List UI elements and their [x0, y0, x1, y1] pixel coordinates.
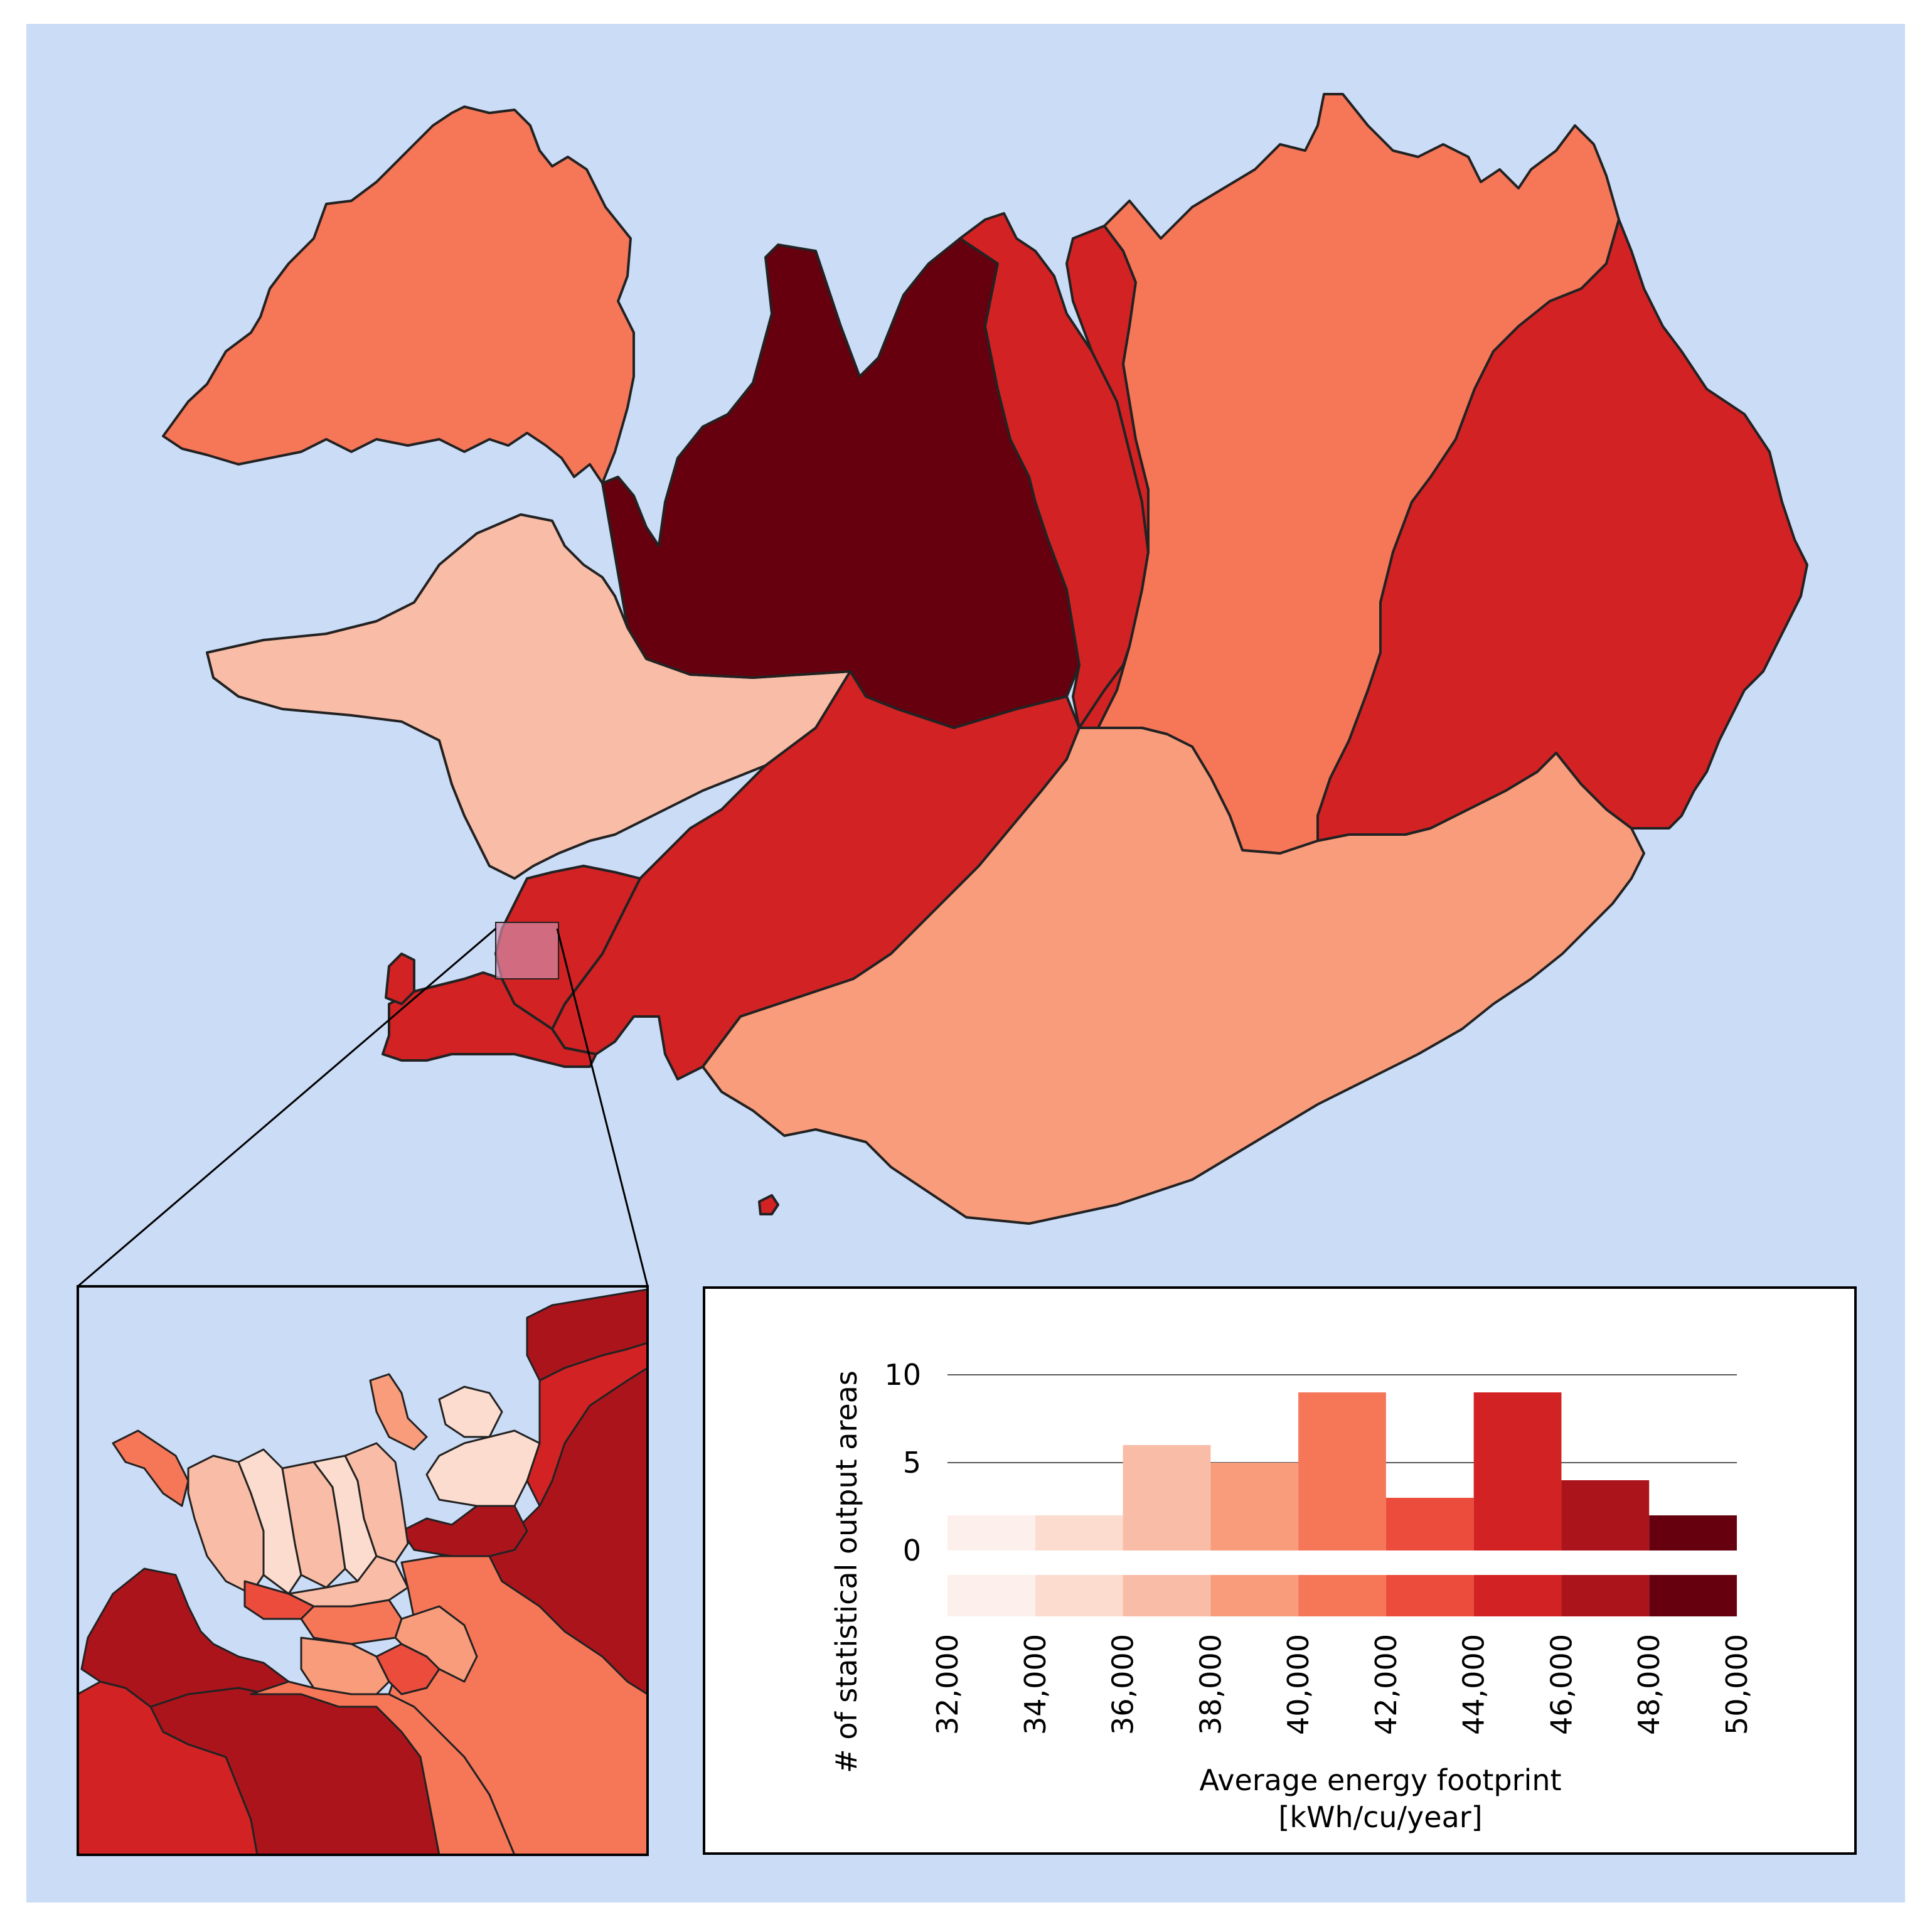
inset-region-lower-3	[394, 1605, 478, 1683]
x-tick-label: 44,000	[1457, 1634, 1491, 1735]
y-tick-label: 10	[884, 1358, 921, 1392]
histogram-colorbar	[947, 1575, 1737, 1616]
y-tick-label: 5	[903, 1446, 921, 1480]
x-tick-label: 42,000	[1369, 1634, 1403, 1735]
inset-region-lower-1	[300, 1636, 390, 1695]
histogram-y-tick-labels: 0 5 10	[884, 1358, 921, 1567]
x-tick-label: 32,000	[931, 1634, 964, 1735]
region-reykjanes	[382, 971, 597, 1068]
inset-island-2	[438, 1385, 503, 1438]
inset-region-southwest-peninsula	[80, 1567, 290, 1708]
zoom-leader-left	[77, 927, 496, 1288]
inset-region-northeast-dark	[526, 1288, 648, 1382]
x-tick-label: 34,000	[1018, 1634, 1052, 1735]
inset-border	[77, 1285, 649, 1856]
histogram-frame	[703, 1286, 1857, 1855]
x-tick-label: 46,000	[1544, 1634, 1578, 1735]
histogram-bar-5	[1298, 1392, 1386, 1550]
histogram-y-axis-label: # of statistical output areas	[830, 1370, 863, 1773]
inset-region-far-west	[112, 1429, 189, 1507]
histogram-bars	[947, 1392, 1737, 1550]
colorbar-swatch-2	[1035, 1575, 1123, 1616]
x-tick-label: 36,000	[1106, 1634, 1140, 1735]
colorbar-swatch-9	[1649, 1575, 1737, 1616]
colorbar-swatch-6	[1385, 1575, 1474, 1616]
histogram-x-axis-label-line1: Average energy footprint	[1199, 1763, 1561, 1797]
inset-region-center-3	[344, 1442, 409, 1564]
region-east	[1316, 218, 1808, 842]
x-tick-label: 38,000	[1193, 1634, 1227, 1735]
histogram-bar-1	[947, 1515, 1035, 1550]
histogram-bar-9	[1649, 1515, 1737, 1550]
x-tick-label: 50,000	[1720, 1634, 1754, 1735]
histogram-panel: 0 5 10 32,000 34,000 36,000 38,000 40,000 42,00…	[703, 1286, 1857, 1855]
x-tick-label: 40,000	[1281, 1634, 1315, 1735]
colorbar-swatch-8	[1561, 1575, 1650, 1616]
colorbar-swatch-4	[1210, 1575, 1299, 1616]
histogram-x-tick-labels: 32,000 34,000 36,000 38,000 40,000 42,000 44,0…	[931, 1634, 1754, 1735]
colorbar-swatch-1	[947, 1575, 1035, 1616]
histogram-bar-6	[1385, 1498, 1474, 1550]
inset-region-center-light	[425, 1429, 541, 1507]
colorbar-swatch-7	[1473, 1575, 1562, 1616]
histogram-x-axis-label-line2: [kWh/cu/year]	[1278, 1800, 1482, 1834]
colorbar-swatch-3	[1123, 1575, 1211, 1616]
zoom-area-marker	[495, 922, 559, 979]
inset-region-strip-orange	[300, 1599, 403, 1645]
inset-region-harbor-dark	[400, 1505, 528, 1557]
histogram-bar-2	[1035, 1515, 1123, 1550]
inset-island-1	[369, 1373, 428, 1451]
inset-map	[77, 1285, 649, 1856]
histogram-bar-8	[1561, 1480, 1650, 1550]
y-tick-label: 0	[903, 1534, 921, 1567]
zoom-leader-right	[556, 928, 649, 1287]
histogram-bar-4	[1210, 1463, 1299, 1550]
histogram-bar-7	[1473, 1392, 1562, 1550]
region-vestmannaeyjar	[758, 1194, 779, 1215]
colorbar-swatch-5	[1298, 1575, 1386, 1616]
x-tick-label: 48,000	[1632, 1634, 1666, 1735]
region-south	[702, 727, 1645, 1225]
region-reykjanes-islet	[385, 953, 415, 1005]
region-westfjords	[162, 105, 635, 484]
histogram-bar-3	[1123, 1445, 1211, 1550]
